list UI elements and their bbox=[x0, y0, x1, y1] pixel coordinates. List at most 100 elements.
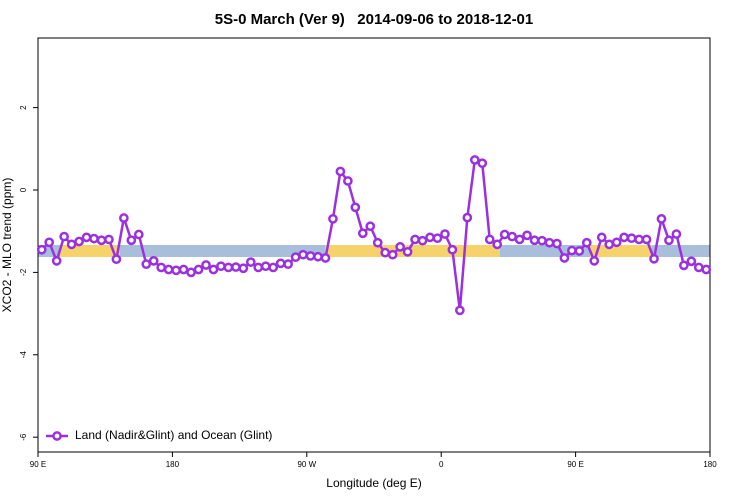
point-marker bbox=[693, 262, 704, 273]
point-marker bbox=[522, 230, 532, 241]
point-marker bbox=[656, 213, 667, 224]
point-marker bbox=[477, 158, 488, 169]
point-marker bbox=[51, 256, 62, 266]
point-marker bbox=[514, 234, 525, 245]
point-marker bbox=[484, 234, 495, 245]
point-marker bbox=[619, 232, 629, 243]
point-marker bbox=[499, 229, 510, 240]
plot-frame bbox=[37, 37, 711, 453]
point-marker bbox=[223, 262, 234, 273]
land-band bbox=[590, 245, 652, 257]
point-marker bbox=[440, 229, 450, 239]
point-marker bbox=[402, 246, 413, 257]
point-marker bbox=[596, 232, 607, 243]
point-marker bbox=[104, 234, 114, 245]
point-marker bbox=[679, 260, 689, 271]
x-tick-label: 90 E bbox=[30, 460, 46, 469]
point-marker bbox=[216, 261, 226, 272]
point-marker bbox=[417, 235, 428, 246]
y-tick-label: -4 bbox=[19, 351, 28, 359]
x-tick-label: 90 W bbox=[297, 460, 316, 469]
point-marker bbox=[298, 249, 308, 260]
point-marker bbox=[126, 235, 137, 246]
point-marker bbox=[455, 305, 465, 316]
point-marker bbox=[44, 237, 55, 248]
point-marker bbox=[634, 234, 644, 245]
y-axis-label: XCO2 - MLO trend (ppm) bbox=[0, 178, 14, 313]
point-marker bbox=[671, 229, 682, 239]
point-marker bbox=[335, 166, 346, 177]
point-marker bbox=[193, 264, 204, 275]
point-marker bbox=[178, 264, 189, 275]
point-marker bbox=[544, 237, 555, 248]
point-marker bbox=[395, 242, 405, 252]
point-marker bbox=[74, 236, 84, 247]
y-tick-label: -2 bbox=[19, 268, 28, 276]
point-marker bbox=[313, 251, 323, 262]
point-marker bbox=[133, 229, 144, 240]
point-marker bbox=[320, 253, 331, 263]
point-marker bbox=[462, 212, 473, 223]
point-marker bbox=[275, 258, 286, 269]
legend-marker bbox=[52, 431, 62, 441]
point-marker bbox=[365, 221, 376, 232]
point-marker bbox=[89, 233, 99, 244]
x-tick-label: 0 bbox=[439, 460, 444, 469]
point-marker bbox=[36, 244, 47, 255]
point-marker bbox=[119, 213, 129, 223]
point-marker bbox=[649, 253, 659, 264]
point-marker bbox=[343, 176, 353, 186]
point-marker bbox=[604, 239, 615, 250]
point-marker bbox=[552, 238, 562, 249]
point-marker bbox=[372, 237, 383, 248]
x-tick-label: 180 bbox=[703, 460, 717, 469]
point-marker bbox=[537, 235, 547, 246]
point-marker bbox=[432, 233, 443, 244]
point-marker bbox=[410, 234, 420, 245]
chart-title: 5S-0 March (Ver 9) 2014-09-06 to 2018-12… bbox=[215, 11, 534, 28]
x-tick-label: 180 bbox=[166, 460, 180, 469]
point-marker bbox=[201, 260, 211, 270]
point-marker bbox=[283, 259, 293, 270]
point-marker bbox=[305, 251, 316, 261]
point-marker bbox=[186, 267, 196, 278]
point-marker bbox=[238, 263, 249, 274]
point-marker bbox=[141, 259, 152, 270]
point-marker bbox=[574, 246, 585, 256]
x-tick-label: 90 E bbox=[567, 460, 583, 469]
point-marker bbox=[208, 264, 219, 275]
land-band bbox=[325, 245, 500, 257]
point-marker bbox=[492, 239, 503, 250]
point-marker bbox=[641, 234, 652, 245]
point-marker bbox=[507, 231, 517, 242]
point-marker bbox=[81, 232, 92, 243]
point-marker bbox=[350, 202, 361, 213]
land-band bbox=[60, 245, 120, 257]
point-marker bbox=[357, 228, 368, 239]
point-marker bbox=[96, 235, 107, 246]
point-marker bbox=[171, 265, 181, 276]
point-marker bbox=[611, 237, 622, 248]
point-marker bbox=[567, 245, 577, 256]
point-marker bbox=[268, 262, 279, 273]
point-marker bbox=[559, 253, 570, 263]
point-marker bbox=[163, 264, 174, 275]
point-marker bbox=[387, 249, 398, 260]
point-marker bbox=[589, 256, 600, 266]
point-marker bbox=[253, 262, 264, 273]
point-marker bbox=[425, 232, 435, 243]
point-marker bbox=[469, 155, 480, 165]
point-marker bbox=[111, 254, 122, 265]
point-marker bbox=[447, 244, 458, 255]
legend-label: Land (Nadir&Glint) and Ocean (Glint) bbox=[75, 428, 272, 442]
point-marker bbox=[664, 235, 674, 246]
point-marker bbox=[245, 257, 256, 267]
point-marker bbox=[59, 231, 69, 242]
point-marker bbox=[581, 237, 592, 248]
x-axis-label: Longitude (deg E) bbox=[326, 476, 421, 490]
point-marker bbox=[529, 235, 540, 246]
point-marker bbox=[380, 247, 391, 258]
point-marker bbox=[626, 233, 637, 244]
y-tick-label: 0 bbox=[19, 187, 28, 192]
